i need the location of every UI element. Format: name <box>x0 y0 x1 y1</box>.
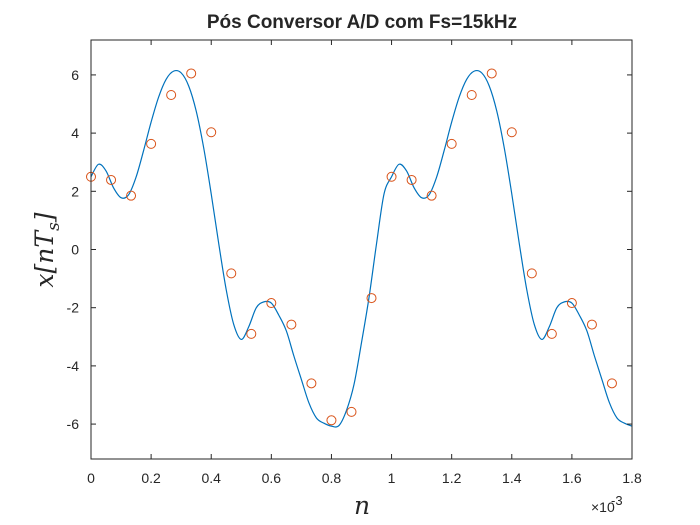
y-tick-label: -4 <box>67 358 80 374</box>
sample-marker <box>166 89 177 100</box>
y-tick-label: -2 <box>67 300 80 316</box>
sample-marker <box>326 415 337 426</box>
x-tick-label: 1.4 <box>502 470 522 486</box>
x-tick-label: 0.2 <box>141 470 161 486</box>
line-layer <box>90 69 633 428</box>
sample-marker <box>486 68 497 79</box>
x-tick-label: 0 <box>87 470 95 486</box>
y-tick-label: 2 <box>71 183 79 199</box>
x-axis-exponent-power: -3 <box>611 493 623 508</box>
x-tick-label: 0.8 <box>322 470 342 486</box>
x-tick-label: 1.6 <box>562 470 582 486</box>
sample-marker <box>506 127 517 138</box>
sample-marker <box>406 174 417 185</box>
y-tick-label: -6 <box>67 416 80 432</box>
x-tick-label: 1 <box>388 470 396 486</box>
sample-marker <box>206 127 217 138</box>
sample-marker <box>306 378 317 389</box>
sample-marker <box>186 68 197 79</box>
sample-marker <box>126 190 137 201</box>
sample-marker <box>386 171 397 182</box>
x-tick-label: 1.2 <box>442 470 462 486</box>
sample-marker <box>266 298 277 309</box>
x-axis-multiplier: ×10 <box>591 499 615 515</box>
sample-marker <box>606 378 617 389</box>
x-tick-label: 0.4 <box>201 470 221 486</box>
sample-marker <box>246 328 257 339</box>
axis-ticks: 0 0.2 0.4 0.6 0.8 1 1.2 1.4 1.6 1.8 -6 -4 -2 0 2 4 6 <box>67 40 642 486</box>
sample-marker <box>346 406 357 417</box>
sample-marker <box>106 174 117 185</box>
x-axis-exponent: ×10 -3 <box>591 493 623 515</box>
sample-marker <box>146 138 157 149</box>
sample-marker <box>286 319 297 330</box>
x-tick-label: 1.8 <box>622 470 642 486</box>
series-line-continuous <box>90 69 633 428</box>
plot-area <box>91 40 632 459</box>
sample-marker <box>366 293 377 304</box>
x-axis-label: n <box>354 491 370 520</box>
y-tick-label: 0 <box>71 242 79 258</box>
y-tick-label: 4 <box>71 125 79 141</box>
sample-marker <box>446 138 457 149</box>
chart-title: Pós Conversor A/D com Fs=15kHz <box>207 12 517 33</box>
y-tick-label: 6 <box>71 67 79 83</box>
sample-marker <box>586 319 597 330</box>
sample-marker <box>566 298 577 309</box>
sample-marker <box>226 268 237 279</box>
sample-marker <box>546 328 557 339</box>
sample-marker <box>526 268 537 279</box>
sample-marker <box>426 190 437 201</box>
x-tick-label: 0.6 <box>262 470 282 486</box>
sample-marker <box>466 89 477 100</box>
y-axis-label: x[nTs] <box>30 212 64 287</box>
